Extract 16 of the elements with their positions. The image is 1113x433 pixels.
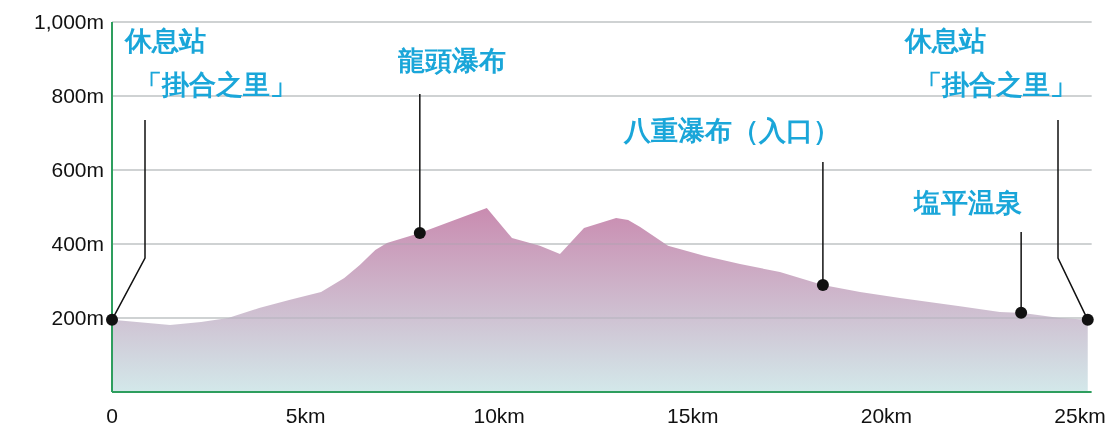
x-tick-label: 10km	[473, 404, 525, 427]
y-tick-label: 400m	[51, 232, 104, 256]
x-tick-label: 25km	[1054, 404, 1106, 427]
annotation: 休息站「掛合之里」	[124, 26, 297, 100]
x-tick-label: 0	[106, 404, 118, 427]
y-tick-label: 1,000m	[33, 10, 104, 34]
annotation: 八重瀑布（入口）	[623, 116, 840, 146]
x-tick-label: 15km	[667, 404, 719, 427]
annotation: 龍頭瀑布	[397, 46, 506, 76]
y-tick-label: 200m	[51, 306, 104, 330]
y-tick-label: 800m	[51, 84, 104, 108]
annotation: 休息站「掛合之里」	[904, 26, 1077, 100]
x-tick-label: 5km	[285, 404, 326, 427]
annotation: 塩平温泉	[913, 188, 1022, 218]
x-tick-label: 20km	[860, 404, 913, 427]
y-tick-label: 600m	[51, 158, 104, 182]
